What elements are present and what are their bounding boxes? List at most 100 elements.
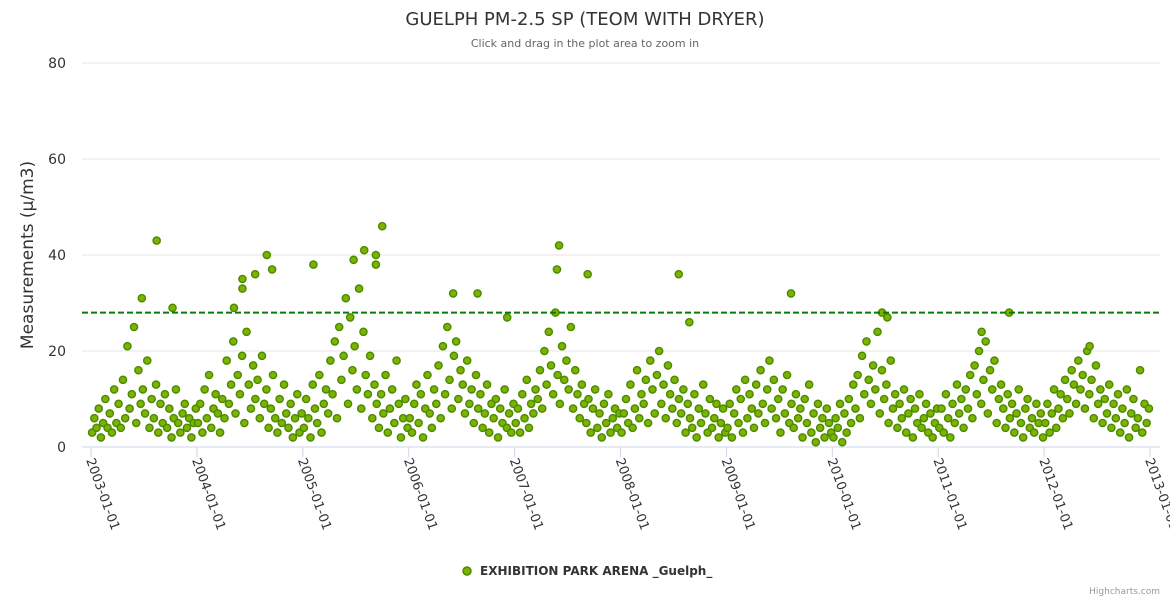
data-point[interactable] <box>1104 380 1114 389</box>
data-point[interactable] <box>786 289 796 298</box>
data-point[interactable] <box>109 385 119 394</box>
data-point[interactable] <box>807 428 816 437</box>
data-point[interactable] <box>156 399 165 409</box>
data-point[interactable] <box>937 404 946 413</box>
data-point[interactable] <box>456 365 465 375</box>
data-point[interactable] <box>1129 394 1138 404</box>
data-point[interactable] <box>582 418 591 428</box>
data-point[interactable] <box>796 404 805 413</box>
data-point[interactable] <box>1029 428 1039 437</box>
data-point[interactable] <box>654 346 664 356</box>
data-point[interactable] <box>641 375 651 385</box>
data-point[interactable] <box>745 389 754 399</box>
data-point[interactable] <box>921 399 931 409</box>
data-point[interactable] <box>1135 365 1145 375</box>
data-point[interactable] <box>846 418 856 428</box>
data-point[interactable] <box>231 409 240 418</box>
data-point[interactable] <box>255 413 265 423</box>
data-point[interactable] <box>401 394 410 404</box>
data-point[interactable] <box>136 399 145 409</box>
data-point[interactable] <box>504 409 514 418</box>
data-point[interactable] <box>1120 418 1129 428</box>
data-point[interactable] <box>760 418 770 428</box>
data-point[interactable] <box>998 404 1008 413</box>
data-point[interactable] <box>886 356 896 365</box>
data-point[interactable] <box>632 365 642 375</box>
data-point[interactable] <box>434 361 443 370</box>
data-point[interactable] <box>438 341 448 351</box>
data-point[interactable] <box>436 413 445 423</box>
data-point[interactable] <box>493 433 503 442</box>
data-point[interactable] <box>383 428 393 437</box>
data-point[interactable] <box>904 409 913 418</box>
data-point[interactable] <box>1107 423 1116 433</box>
data-point[interactable] <box>195 399 205 409</box>
data-point[interactable] <box>595 409 604 418</box>
data-point[interactable] <box>315 370 324 380</box>
data-point[interactable] <box>377 221 387 231</box>
data-point[interactable] <box>465 399 474 409</box>
data-point[interactable] <box>264 423 273 433</box>
data-point[interactable] <box>681 428 690 437</box>
data-point[interactable] <box>590 385 600 394</box>
data-point[interactable] <box>1113 389 1123 399</box>
data-point[interactable] <box>815 423 825 433</box>
data-point[interactable] <box>798 433 807 442</box>
data-point[interactable] <box>167 433 176 442</box>
data-point[interactable] <box>659 380 668 389</box>
data-point[interactable] <box>943 413 953 423</box>
data-point[interactable] <box>606 428 615 437</box>
data-point[interactable] <box>948 399 957 409</box>
data-point[interactable] <box>198 428 207 437</box>
data-point[interactable] <box>568 404 578 413</box>
data-point[interactable] <box>769 375 779 385</box>
data-point[interactable] <box>193 418 203 428</box>
data-point[interactable] <box>820 433 829 442</box>
data-point[interactable] <box>928 433 937 442</box>
data-point[interactable] <box>416 389 426 399</box>
data-point[interactable] <box>96 433 106 442</box>
data-point[interactable] <box>1010 428 1019 437</box>
data-point[interactable] <box>443 322 452 332</box>
data-point[interactable] <box>1058 413 1068 423</box>
data-point[interactable] <box>414 418 423 428</box>
data-point[interactable] <box>1085 389 1094 399</box>
data-point[interactable] <box>323 409 333 418</box>
data-point[interactable] <box>553 370 562 380</box>
data-point[interactable] <box>211 389 220 399</box>
data-point[interactable] <box>566 322 576 332</box>
data-point[interactable] <box>771 413 781 423</box>
data-point[interactable] <box>1018 433 1028 442</box>
data-point[interactable] <box>851 404 860 413</box>
data-point[interactable] <box>683 399 693 409</box>
data-point[interactable] <box>392 356 401 365</box>
data-point[interactable] <box>692 433 701 442</box>
data-point[interactable] <box>535 365 545 375</box>
data-point[interactable] <box>476 389 485 399</box>
data-point[interactable] <box>718 404 728 413</box>
data-point[interactable] <box>359 327 368 337</box>
data-point[interactable] <box>835 399 845 409</box>
data-point[interactable] <box>202 413 212 423</box>
data-point[interactable] <box>306 433 315 442</box>
data-point[interactable] <box>138 385 148 394</box>
data-point[interactable] <box>1131 423 1140 433</box>
data-point[interactable] <box>407 428 417 437</box>
data-point[interactable] <box>599 399 609 409</box>
data-point[interactable] <box>321 385 331 394</box>
data-point[interactable] <box>972 389 982 399</box>
data-point[interactable] <box>776 428 785 437</box>
data-point[interactable] <box>309 260 318 269</box>
data-point[interactable] <box>634 413 644 423</box>
data-point[interactable] <box>168 303 177 313</box>
data-point[interactable] <box>332 413 342 423</box>
data-point[interactable] <box>901 428 911 437</box>
data-point[interactable] <box>217 394 227 404</box>
data-point[interactable] <box>559 375 569 385</box>
data-point[interactable] <box>1087 375 1096 385</box>
data-point[interactable] <box>284 423 293 433</box>
data-point[interactable] <box>593 423 602 433</box>
data-point[interactable] <box>1003 389 1012 399</box>
data-point[interactable] <box>657 399 666 409</box>
